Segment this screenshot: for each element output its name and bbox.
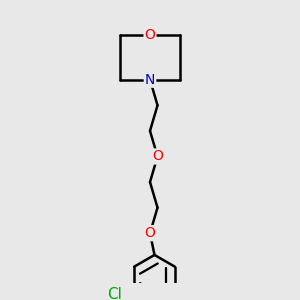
Text: N: N [145,73,155,87]
Text: O: O [152,149,163,164]
Text: O: O [145,226,155,240]
Text: O: O [145,28,155,42]
Text: Cl: Cl [107,287,122,300]
